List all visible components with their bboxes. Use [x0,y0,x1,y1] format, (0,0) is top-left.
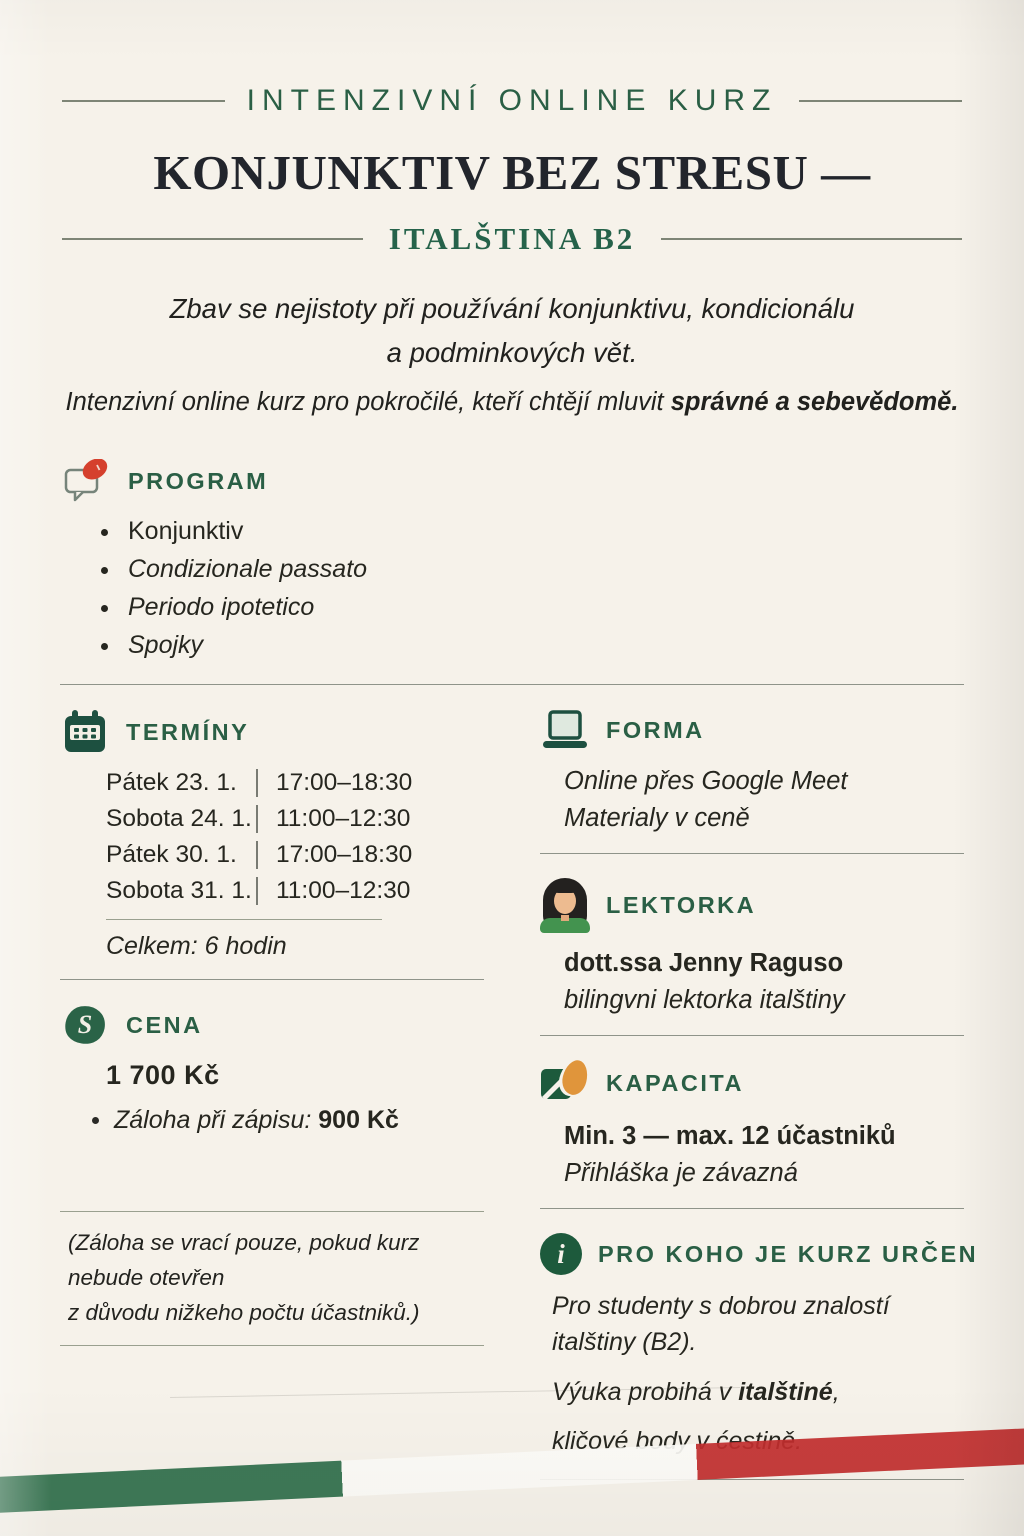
schedule-row: Pátek 23. 1. 17:00–18:30 [106,769,484,797]
kicker-band: INTENZIVNÍ ONLINE KURZ [62,0,963,118]
deposit-label: Záloha při zápisu: [114,1106,319,1134]
prokoho-heading: PRO KOHO JE KURZ URČEN [598,1240,979,1267]
right-column: FORMA Online přes Google Meet Materialy … [540,685,976,1480]
program-section: PROGRAM Konjunktiv Condizionale passato … [62,459,1024,660]
left-column: TERMÍNY Pátek 23. 1. 17:00–18:30 Sobota … [60,685,484,1480]
schedule-separator [256,841,258,869]
forma-line-1: Online přes Google Meet [564,767,848,795]
divider-line [661,238,963,240]
schedule-row: Sobota 31. 1. 11:00–12:30 [106,877,484,905]
coin-s-glyph: S [77,1010,93,1039]
schedule-separator [256,769,258,797]
audience-line-2-suffix: , [832,1377,840,1406]
info-icon: i [540,1233,582,1275]
schedule-date: Pátek 30. 1. [106,841,237,868]
schedule-time: 17:00–18:30 [276,841,413,868]
intro-line-2: a podminkových vět. [386,337,638,368]
audience-line-1: Pro studenty s dobrou znalostí italštiny… [552,1292,890,1357]
program-item: Periodo ipotetico [122,593,1024,622]
section-divider [540,1035,964,1036]
info-glyph: i [540,1233,582,1275]
cena-heading-row: S CENA [60,1002,484,1048]
page-title: KONJUNKTIV BEZ STRESU — [153,145,871,200]
note-divider-top [60,1211,484,1212]
forma-heading: FORMA [606,716,705,743]
schedule-time: 11:00–12:30 [276,877,411,904]
deposit-line: Záloha při zápisu: 900 Kč [92,1106,484,1135]
registration-line: Přihláška je závazná [564,1159,798,1187]
program-list: Konjunktiv Condizionale passato Periodo … [98,517,1024,660]
divider-line [799,100,963,102]
divider-line [62,238,363,240]
forma-heading-row: FORMA [540,709,964,751]
price-value: 1 700 Kč [106,1060,220,1090]
intro-text-2: Intenzivní online kurz pro pokročilé, kt… [0,388,1024,417]
speech-bubble-icon [62,459,112,503]
program-item: Condizionale passato [122,555,1024,584]
audience-line-2: Výuka probihá v italštiné, [552,1374,964,1410]
schedule-total: Celkem: 6 hodin [106,932,287,960]
deposit-value: 900 Kč [318,1106,399,1134]
coin-s-icon: S [60,1002,110,1048]
note-line-2: z důvodu nižkeho počtu účastniků.) [68,1299,420,1325]
schedule-date: Sobota 24. 1. [106,805,252,832]
forma-line-2: Materialy v ceně [564,804,750,832]
cena-heading: CENA [126,1011,203,1038]
section-divider [60,979,484,980]
calendar-icon [60,709,110,755]
subtitle-band: ITALŠTINA B2 [62,221,963,257]
laptop-icon [540,709,590,751]
schedule-row: Pátek 30. 1. 17:00–18:30 [106,841,484,869]
schedule-separator [256,877,258,905]
schedule-date: Sobota 31. 1. [106,877,252,904]
kapacita-heading-row: KAPACITA [540,1057,964,1106]
capacity-line: Min. 3 — max. 12 účastniků [564,1122,896,1150]
program-heading: PROGRAM [128,467,269,494]
deposit-note: (Záloha se vrací pouze, pokud kurz nebud… [68,1226,484,1331]
intro-line-3: Intenzivní online kurz pro pokročilé, kt… [65,388,671,416]
woman-avatar-icon [540,878,590,933]
section-divider [540,1208,964,1209]
capacity-icon [540,1057,591,1106]
schedule-divider [106,919,382,920]
audience-line-2-prefix: Výuka probihá v [552,1377,739,1406]
lektorka-heading-row: LEKTORKA [540,878,964,933]
schedule-time: 11:00–12:30 [276,805,411,832]
schedule-table: Pátek 23. 1. 17:00–18:30 Sobota 24. 1. 1… [106,769,484,905]
schedule-row: Sobota 24. 1. 11:00–12:30 [106,805,484,833]
schedule-date: Pátek 23. 1. [106,769,237,796]
section-divider [540,853,964,854]
note-line-1: (Záloha se vrací pouze, pokud kurz nebud… [68,1230,420,1290]
schedule-time: 17:00–18:30 [276,769,413,796]
intro-line-3-bold: správné a sebevědomě. [670,388,959,416]
program-heading-row: PROGRAM [62,459,1024,503]
two-column-layout: TERMÍNY Pátek 23. 1. 17:00–18:30 Sobota … [60,685,976,1480]
deposit-note-block: (Záloha se vrací pouze, pokud kurz nebud… [60,1211,484,1346]
terminy-heading-row: TERMÍNY [60,709,484,755]
kicker-text: INTENZIVNÍ ONLINE KURZ [246,84,778,117]
kapacita-heading: KAPACITA [606,1069,744,1096]
lecturer-name: dott.ssa Jenny Raguso [564,949,844,977]
prokoho-heading-row: i PRO KOHO JE KURZ URČEN [540,1233,976,1275]
intro-text: Zbav se nejistoty při používání konjunkt… [0,287,1024,375]
audience-line-2-bold: italštiné [738,1377,833,1406]
program-item: Spojky [122,631,1024,660]
section-divider [60,684,964,685]
program-item: Konjunktiv [122,517,1024,546]
terminy-heading: TERMÍNY [126,718,250,745]
intro-line-1: Zbav se nejistoty při používání konjunkt… [169,293,855,324]
bullet-dot [92,1117,99,1124]
schedule-separator [256,805,258,833]
lektorka-heading: LEKTORKA [606,892,757,918]
page-subtitle: ITALŠTINA B2 [388,221,636,256]
section-divider [540,1479,964,1480]
divider-line [62,100,225,102]
note-divider-bottom [60,1344,484,1346]
lecturer-description: bilingvni lektorka italštiny [564,986,845,1014]
